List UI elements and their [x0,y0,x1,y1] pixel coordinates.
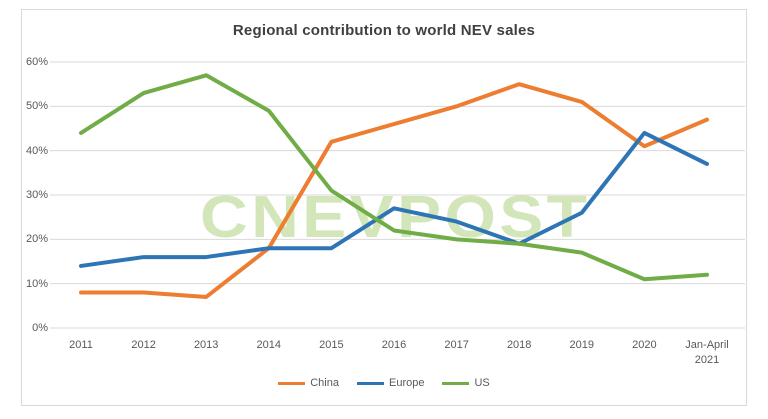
legend-label: China [310,377,339,389]
y-tick-label: 60% [25,56,48,68]
series-line-china [79,82,709,299]
legend-label: Europe [388,377,425,389]
legend-item-china: China [278,377,339,389]
x-tick-label: 2011 [69,339,93,351]
x-tick-label: 2012 [131,339,156,351]
series-line-us [79,73,709,282]
series-line-europe [79,130,709,268]
chart-frame [21,9,747,406]
x-tick-label: 2019 [569,339,595,351]
y-tick-label: 10% [25,277,48,290]
x-tick-label: 2013 [193,339,219,351]
x-tick-label: 2017 [444,339,469,351]
y-tick-label: 0% [32,322,48,334]
legend-label: US [474,377,490,389]
legend: China Europe US [0,377,768,389]
x-tick-label: 2014 [256,339,282,351]
y-tick-label: 30% [25,189,48,201]
legend-swatch-europe [356,381,384,385]
y-tick-label: 50% [25,100,48,113]
y-tick-label: 20% [25,233,48,246]
x-tick-label: 2018 [506,339,532,351]
legend-swatch-us [442,381,470,385]
x-tick-label: 2015 [319,339,344,351]
y-tick-label: 40% [25,144,48,157]
x-tick-label: 2016 [381,339,407,351]
x-tick-label: 2020 [632,339,657,351]
chart-title: Regional contribution to world NEV sales [232,22,536,39]
legend-item-europe: Europe [356,377,425,389]
x-tick-label: Jan-April 2021 [685,339,729,367]
legend-swatch-china [278,381,306,385]
legend-item-us: US [442,377,490,389]
